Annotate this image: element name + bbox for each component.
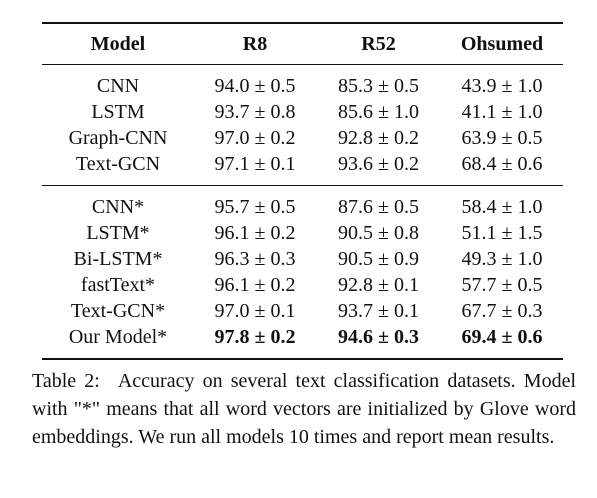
r8-cell: 96.1 ± 0.2 <box>214 274 296 296</box>
model-cell: Bi-LSTM* <box>73 248 163 270</box>
r8-cell: 95.7 ± 0.5 <box>214 196 296 218</box>
results-table-container: Model R8 R52 Ohsumed CNN 94.0 ± 0.5 85.3… <box>42 22 563 360</box>
results-table: Model R8 R52 Ohsumed CNN 94.0 ± 0.5 85.3… <box>42 22 563 360</box>
r52-cell: 93.7 ± 0.1 <box>338 300 419 322</box>
glove-group: CNN* 95.7 ± 0.5 87.6 ± 0.5 58.4 ± 1.0 LS… <box>42 186 563 359</box>
r52-cell: 90.5 ± 0.9 <box>338 248 419 270</box>
table-row: Bi-LSTM* 96.3 ± 0.3 90.5 ± 0.9 49.3 ± 1.… <box>42 246 563 272</box>
table-header: Model R8 R52 Ohsumed <box>42 23 563 65</box>
model-cell: LSTM* <box>86 222 150 244</box>
header-model: Model <box>42 23 194 65</box>
r52-cell: 92.8 ± 0.2 <box>338 127 419 149</box>
caption-text: Accuracy on several text classification … <box>32 370 577 448</box>
table-row: Text-GCN 97.1 ± 0.1 93.6 ± 0.2 68.4 ± 0.… <box>42 151 563 186</box>
r8-cell: 97.0 ± 0.1 <box>214 300 296 322</box>
r8-cell-best: 97.8 ± 0.2 <box>214 326 296 348</box>
r8-cell: 93.7 ± 0.8 <box>214 101 296 123</box>
header-r52: R52 <box>316 23 441 65</box>
r52-cell: 92.8 ± 0.1 <box>338 274 419 296</box>
table-row: CNN* 95.7 ± 0.5 87.6 ± 0.5 58.4 ± 1.0 <box>42 186 563 221</box>
model-cell: Our Model* <box>68 326 168 348</box>
baseline-group: CNN 94.0 ± 0.5 85.3 ± 0.5 43.9 ± 1.0 LST… <box>42 65 563 186</box>
r52-cell-best: 94.6 ± 0.3 <box>338 326 419 348</box>
r8-cell: 96.1 ± 0.2 <box>214 222 296 244</box>
table-row: LSTM* 96.1 ± 0.2 90.5 ± 0.8 51.1 ± 1.5 <box>42 220 563 246</box>
ohsumed-cell: 49.3 ± 1.0 <box>461 248 543 270</box>
r52-cell: 85.6 ± 1.0 <box>338 101 419 123</box>
r52-cell: 93.6 ± 0.2 <box>338 153 419 175</box>
ohsumed-cell: 51.1 ± 1.5 <box>461 222 543 244</box>
table-row-best: Our Model* 97.8 ± 0.2 94.6 ± 0.3 69.4 ± … <box>42 324 563 359</box>
ohsumed-cell: 67.7 ± 0.3 <box>461 300 543 322</box>
r8-cell: 94.0 ± 0.5 <box>214 75 296 97</box>
r52-cell: 87.6 ± 0.5 <box>338 196 419 218</box>
table-row: Text-GCN* 97.0 ± 0.1 93.7 ± 0.1 67.7 ± 0… <box>42 298 563 324</box>
r8-cell: 97.1 ± 0.1 <box>214 153 296 175</box>
model-cell: Graph-CNN <box>68 127 168 149</box>
r8-cell: 96.3 ± 0.3 <box>214 248 296 270</box>
table-row: CNN 94.0 ± 0.5 85.3 ± 0.5 43.9 ± 1.0 <box>42 65 563 100</box>
ohsumed-cell: 58.4 ± 1.0 <box>461 196 543 218</box>
table-row: fastText* 96.1 ± 0.2 92.8 ± 0.1 57.7 ± 0… <box>42 272 563 298</box>
model-cell: CNN <box>96 75 140 97</box>
ohsumed-cell: 63.9 ± 0.5 <box>461 127 543 149</box>
model-cell: Text-GCN* <box>70 300 166 322</box>
ohsumed-cell: 41.1 ± 1.0 <box>461 101 543 123</box>
caption-label: Table 2: <box>32 370 100 392</box>
model-cell: Text-GCN <box>75 153 161 175</box>
r8-cell: 97.0 ± 0.2 <box>214 127 296 149</box>
ohsumed-cell: 68.4 ± 0.6 <box>461 153 543 175</box>
header-row: Model R8 R52 Ohsumed <box>42 23 563 65</box>
r52-cell: 85.3 ± 0.5 <box>338 75 419 97</box>
table-row: Graph-CNN 97.0 ± 0.2 92.8 ± 0.2 63.9 ± 0… <box>42 125 563 151</box>
ohsumed-cell-best: 69.4 ± 0.6 <box>461 326 543 348</box>
ohsumed-cell: 57.7 ± 0.5 <box>461 274 543 296</box>
model-cell: LSTM <box>91 101 145 123</box>
table-row: LSTM 93.7 ± 0.8 85.6 ± 1.0 41.1 ± 1.0 <box>42 99 563 125</box>
ohsumed-cell: 43.9 ± 1.0 <box>461 75 543 97</box>
table-caption: Table 2: Accuracy on several text classif… <box>32 367 576 451</box>
r52-cell: 90.5 ± 0.8 <box>338 222 419 244</box>
model-cell: fastText* <box>80 274 156 296</box>
model-cell: CNN* <box>91 196 145 218</box>
header-ohsumed: Ohsumed <box>441 23 563 65</box>
header-r8: R8 <box>194 23 316 65</box>
